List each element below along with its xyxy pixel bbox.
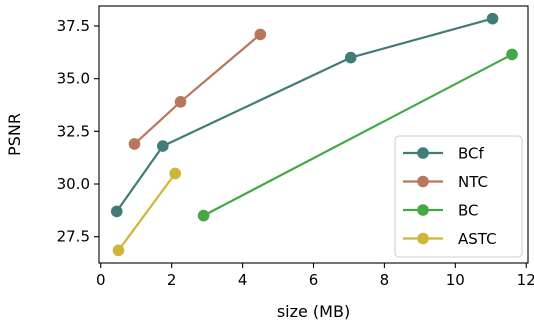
series-line-astc <box>117 172 177 252</box>
data-point-ntc <box>128 138 141 150</box>
y-tick-label: 30.0 <box>57 175 90 193</box>
x-axis-label: size (MB) <box>277 302 350 321</box>
y-tick-label: 37.5 <box>57 17 90 35</box>
data-point-bcf <box>344 51 357 64</box>
data-point-bc <box>506 48 518 61</box>
data-point-bcf <box>486 12 499 25</box>
y-tick-label: 27.5 <box>57 228 90 246</box>
legend-label-astc: ASTC <box>458 230 497 248</box>
legend-marker-bc <box>417 204 429 216</box>
legend-label-bcf: BCf <box>458 145 485 163</box>
data-point-bcf <box>157 140 169 152</box>
x-tick-label: 0 <box>96 271 106 289</box>
legend-item-ntc: NTC <box>403 173 488 191</box>
x-tick-label: 12 <box>517 271 534 289</box>
legend-marker-astc <box>417 232 429 245</box>
x-tick-label: 10 <box>446 271 465 289</box>
legend-label-ntc: NTC <box>458 173 488 191</box>
legend: BCf NTC BC ASTC <box>394 135 523 258</box>
series-line-ntc <box>133 33 262 146</box>
legend-item-bc: BC <box>403 202 479 220</box>
legend-marker-ntc <box>417 175 429 188</box>
legend-item-astc: ASTC <box>403 230 497 248</box>
series-line-bc <box>202 53 514 217</box>
legend-item-bcf: BCf <box>403 145 485 163</box>
series-layer <box>110 12 518 257</box>
y-tick-label: 32.5 <box>57 122 90 140</box>
x-tick-label: 4 <box>238 271 248 289</box>
series-bc <box>197 48 518 222</box>
legend-box <box>394 135 523 258</box>
x-tick-label: 8 <box>380 271 390 289</box>
x-tick-label: 6 <box>309 271 319 289</box>
legend-marker-bcf <box>417 147 429 159</box>
series-astc <box>112 167 182 257</box>
data-point-ntc <box>174 96 187 108</box>
series-ntc <box>128 28 267 150</box>
data-point-bcf <box>110 205 123 218</box>
series-bcf <box>110 12 499 218</box>
data-point-ntc <box>254 28 267 41</box>
data-point-bc <box>197 209 210 222</box>
data-point-astc <box>112 244 125 257</box>
ticks-layer: 0 2 4 6 8 10 12 27.5 30.0 32.5 35.0 37.5 <box>57 17 534 289</box>
y-axis-label: PSNR <box>5 113 24 156</box>
x-tick-label: 2 <box>167 271 177 289</box>
legend-label-bc: BC <box>458 202 479 220</box>
series-line-bcf <box>115 17 494 213</box>
data-point-astc <box>169 167 182 180</box>
y-tick-label: 35.0 <box>57 70 90 88</box>
plot-frame <box>98 5 529 264</box>
